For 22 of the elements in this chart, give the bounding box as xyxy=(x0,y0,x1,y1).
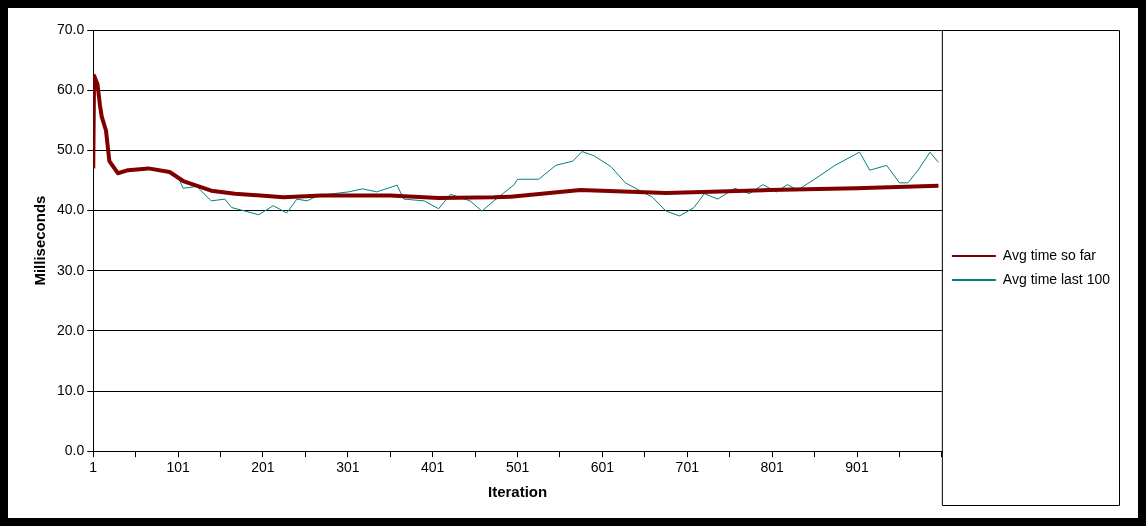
legend-label: Avg time so far xyxy=(1002,246,1097,263)
y-tick-label: 50.0 xyxy=(57,141,85,158)
legend-label: Avg time last 100 xyxy=(1002,270,1111,287)
y-tick-label: 10.0 xyxy=(57,381,85,398)
y-tick-label: 20.0 xyxy=(57,321,85,338)
x-tick-label: 401 xyxy=(421,459,445,476)
x-tick-label: 101 xyxy=(166,459,190,476)
y-tick-label: 0.0 xyxy=(64,442,85,459)
x-tick-label: 1 xyxy=(89,459,98,476)
y-tick-label: 60.0 xyxy=(57,81,85,98)
x-tick-label: 301 xyxy=(336,459,360,476)
x-tick-label: 801 xyxy=(760,459,785,476)
y-tick-label: 30.0 xyxy=(57,261,85,278)
x-tick-label: 901 xyxy=(845,459,869,476)
x-tick-label: 201 xyxy=(251,459,275,476)
x-tick-label: 601 xyxy=(590,459,615,476)
y-tick-label: 40.0 xyxy=(57,201,85,218)
y-tick-label: 70.0 xyxy=(57,20,85,37)
x-axis-title: Iteration xyxy=(487,483,548,501)
x-tick-label: 501 xyxy=(505,459,530,476)
x-tick-label: 701 xyxy=(675,459,700,476)
y-axis-title: Milliseconds xyxy=(31,195,49,286)
